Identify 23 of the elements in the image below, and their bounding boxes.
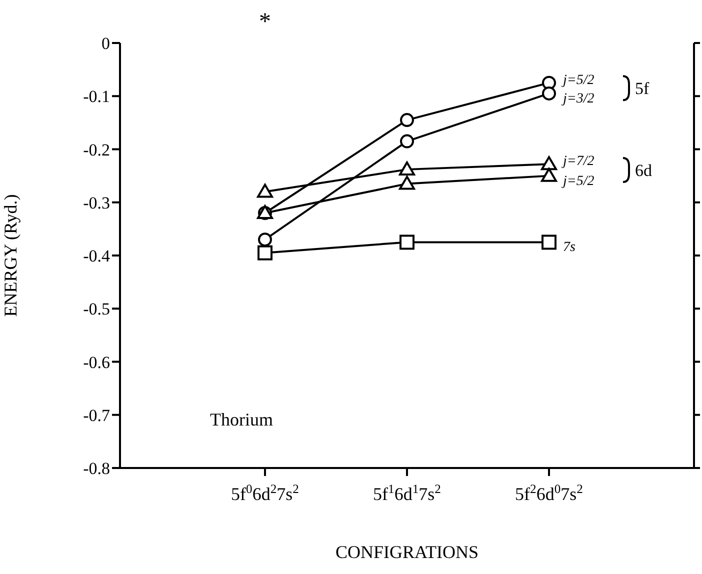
annotation: 6d — [635, 160, 652, 180]
annotation: 5f — [635, 79, 650, 98]
series-label: j=5/2 — [561, 174, 594, 189]
legend-label: j=7/2 — [561, 154, 594, 170]
y-tick-label: -0.3 — [83, 193, 110, 212]
y-tick-label: -0.7 — [83, 406, 110, 425]
y-tick-label: -0.4 — [83, 246, 110, 266]
y-tick-label: -0.6 — [83, 352, 110, 372]
series-label: 7s — [563, 240, 576, 256]
x-tick-label: 5f$^{2}$6d$^{0}$7s$^{2}$ — [515, 482, 583, 504]
y-tick-label: -0.5 — [83, 300, 110, 319]
legend-label: j=5/2 — [561, 72, 594, 88]
y-tick-label: 0 — [102, 34, 110, 54]
annotation: Thorium — [210, 410, 273, 430]
y-axis-title: ENERGY (Ryd.) — [0, 194, 20, 317]
text: * — [259, 9, 271, 35]
x-axis-title: CONFIGRATIONS — [335, 542, 479, 562]
series-label: j=3/2 — [561, 91, 594, 106]
y-tick-label: -0.2 — [83, 140, 110, 160]
y-tick-label: -0.1 — [83, 87, 110, 106]
x-tick-label: 5f$^{0}$6d$^{2}$7s$^{2}$ — [231, 482, 299, 504]
x-tick-label: 5f$^{1}$6d$^{1}$7s$^{2}$ — [373, 482, 441, 504]
y-tick-label: -0.8 — [83, 459, 110, 478]
